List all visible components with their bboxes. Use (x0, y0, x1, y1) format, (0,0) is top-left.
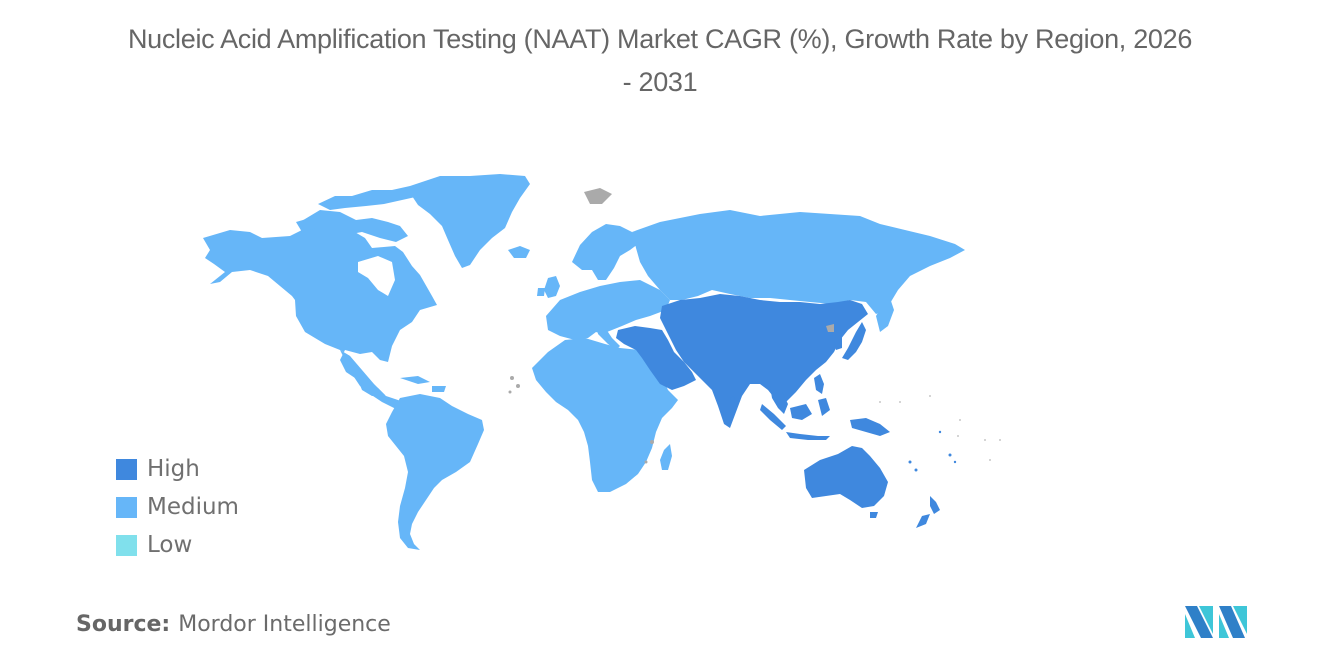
legend-item-low: Low (116, 526, 239, 564)
source-value: Mordor Intelligence (178, 612, 391, 637)
legend-label-medium: Medium (147, 494, 239, 520)
region-europe-russia (537, 210, 965, 350)
chart-title: Nucleic Acid Amplification Testing (NAAT… (0, 18, 1320, 104)
legend: High Medium Low (116, 450, 239, 564)
region-no-data (508, 188, 834, 464)
mordor-intelligence-logo-icon (1185, 606, 1247, 638)
region-north-america (203, 174, 530, 418)
legend-swatch-high (116, 458, 137, 480)
source-note: Source: Mordor Intelligence (76, 612, 391, 637)
legend-swatch-medium (116, 496, 137, 518)
region-africa (532, 338, 678, 492)
region-south-america (386, 394, 484, 550)
legend-label-low: Low (147, 532, 193, 558)
legend-item-high: High (116, 450, 239, 488)
legend-item-medium: Medium (116, 488, 239, 526)
legend-swatch-low (116, 534, 137, 556)
source-label: Source: (76, 612, 171, 637)
legend-label-high: High (147, 456, 200, 482)
pacific-islands (908, 430, 957, 472)
region-asia-high (616, 294, 940, 528)
chart-title-line1: Nucleic Acid Amplification Testing (NAAT… (127, 24, 1193, 54)
chart-title-line2: - 2031 (622, 67, 698, 97)
pacific-islands-grey (879, 395, 1001, 461)
